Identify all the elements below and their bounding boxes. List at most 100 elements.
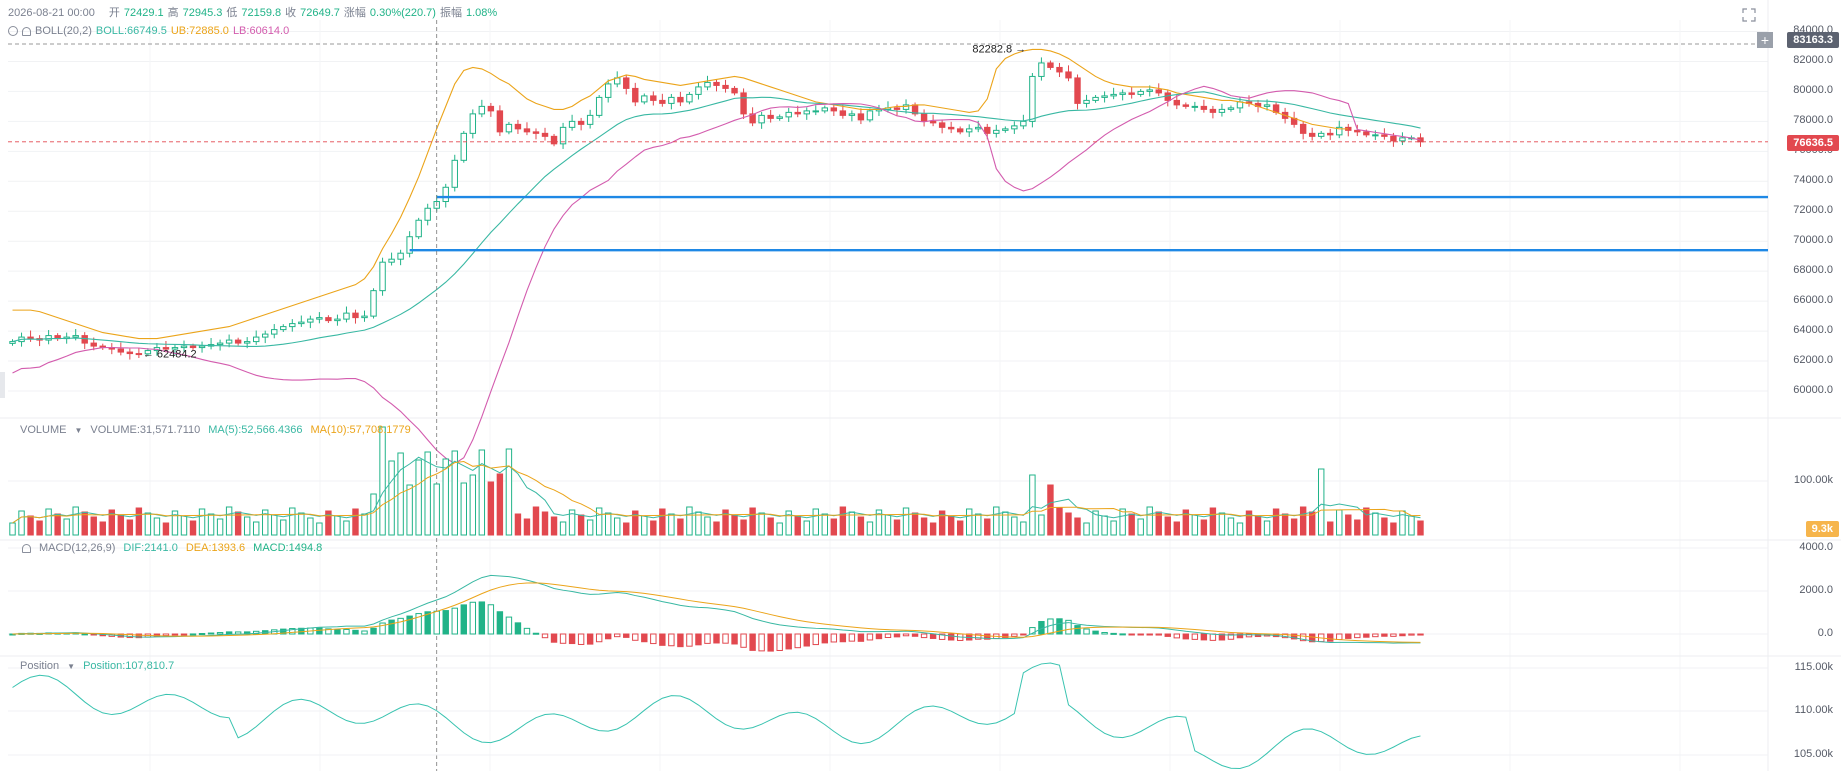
- price-tick-label: 80000.0: [1793, 84, 1833, 97]
- candle-body: [604, 83, 612, 98]
- macd-histogram-bar: [135, 633, 143, 639]
- candle-body: [180, 345, 188, 349]
- candle-body: [1308, 132, 1316, 137]
- candle-body: [1354, 129, 1361, 133]
- volume-bar: [577, 514, 585, 536]
- volume-bar: [929, 522, 937, 536]
- candle-body: [1327, 132, 1334, 136]
- volume-bar: [1372, 512, 1379, 536]
- volume-bar: [1146, 506, 1153, 536]
- candle-body: [1299, 123, 1307, 134]
- candle-body: [541, 132, 549, 137]
- macd-histogram-bar: [740, 633, 747, 648]
- macd-histogram-bar: [325, 628, 332, 635]
- macd-histogram-bar: [731, 633, 738, 645]
- macd-histogram-bar: [1308, 633, 1316, 643]
- macd-histogram-bar: [947, 633, 955, 641]
- volume-bar: [451, 450, 458, 536]
- volume-bar: [767, 517, 774, 536]
- position-pane-title: Position ▼ Position:107,810.7: [20, 660, 174, 672]
- chevron-down-icon[interactable]: ▼: [67, 661, 76, 671]
- volume-bar: [316, 522, 323, 536]
- fullscreen-icon[interactable]: [1742, 8, 1756, 22]
- add-alert-button[interactable]: +: [1757, 32, 1773, 48]
- candle-body: [758, 114, 765, 124]
- boll-lb-value: LB:60614.0: [232, 25, 290, 37]
- macd-label[interactable]: MACD(12,26,9): [39, 542, 116, 554]
- volume-bar: [252, 521, 260, 536]
- macd-histogram-bar: [1417, 633, 1424, 636]
- position-label[interactable]: Position: [20, 660, 60, 672]
- candle-body: [361, 315, 368, 319]
- candle-body: [1263, 104, 1271, 107]
- volume-bar: [1173, 521, 1181, 536]
- candle-body: [668, 96, 675, 104]
- volume-bar: [1038, 514, 1045, 536]
- candle-body: [1399, 137, 1406, 142]
- volume-bar: [966, 508, 973, 536]
- macd-histogram-bar: [1299, 633, 1307, 642]
- macd-histogram-bar: [1381, 633, 1388, 637]
- volume-bar: [1011, 516, 1018, 536]
- sidebar-toggle-handle[interactable]: [0, 372, 5, 398]
- macd-histogram-bar: [1227, 633, 1235, 640]
- sub-tick-label: 115.00k: [1794, 661, 1833, 673]
- candle-body: [1173, 99, 1181, 106]
- chevron-down-icon[interactable]: ▼: [74, 425, 83, 435]
- open-label: 开: [108, 7, 120, 19]
- volume-bar: [785, 510, 792, 536]
- ohlc-header: 2026-08-21 00:00 开 72429.1 高 72945.3 低 7…: [8, 6, 497, 20]
- macd-histogram-bar: [776, 633, 783, 651]
- volume-bar: [1263, 520, 1271, 536]
- candle-body: [90, 342, 97, 347]
- candle-body: [704, 81, 711, 88]
- volume-bar: [604, 512, 612, 536]
- alert-bell-icon[interactable]: [22, 26, 31, 36]
- boll-label[interactable]: BOLL(20,2): [35, 25, 92, 37]
- volume-bar: [975, 513, 982, 536]
- macd-histogram-bar: [984, 633, 991, 640]
- position-value: Position:107,810.7: [83, 660, 175, 672]
- volume-bar: [442, 458, 449, 536]
- candle-body: [225, 339, 233, 344]
- volume-bar: [54, 513, 61, 536]
- volume-bar: [677, 518, 684, 536]
- volume-bar: [162, 522, 170, 536]
- volume-bar: [1092, 510, 1099, 536]
- low-marker-label: ← 62484.2: [143, 348, 197, 360]
- volume-bar: [352, 508, 359, 536]
- current-volume-tag: 9.3k: [1805, 521, 1839, 537]
- volume-bar: [180, 515, 188, 536]
- candle-body: [929, 120, 937, 124]
- volume-bar: [586, 519, 594, 536]
- candle-body: [686, 93, 693, 103]
- macd-histogram-bar: [1363, 633, 1370, 638]
- candle-body: [406, 236, 413, 254]
- macd-histogram-bar: [713, 633, 720, 644]
- visibility-toggle-icon[interactable]: [8, 26, 18, 36]
- volume-bar: [1047, 484, 1054, 536]
- candle-body: [1336, 126, 1343, 136]
- macd-histogram-bar: [442, 610, 449, 635]
- volume-bar: [550, 516, 558, 536]
- candle-body: [1038, 62, 1045, 77]
- low-value: 72159.8: [241, 7, 282, 19]
- candle-body: [216, 342, 224, 346]
- macd-histogram-bar: [1137, 633, 1144, 636]
- macd-histogram-bar: [478, 601, 486, 635]
- alert-bell-icon[interactable]: [22, 543, 31, 553]
- volume-bar: [370, 493, 377, 536]
- volume-bar: [938, 510, 946, 536]
- volume-bar: [27, 515, 34, 536]
- volume-label[interactable]: VOLUME: [20, 424, 67, 436]
- volume-bar: [36, 520, 43, 536]
- macd-histogram-bar: [370, 627, 377, 635]
- candle-body: [767, 114, 774, 119]
- volume-bar: [1056, 507, 1063, 536]
- candle-body: [776, 116, 783, 119]
- volume-bar: [1020, 521, 1027, 536]
- macd-histogram-bar: [379, 622, 386, 635]
- volume-bar: [902, 507, 910, 536]
- volume-bar: [632, 510, 639, 536]
